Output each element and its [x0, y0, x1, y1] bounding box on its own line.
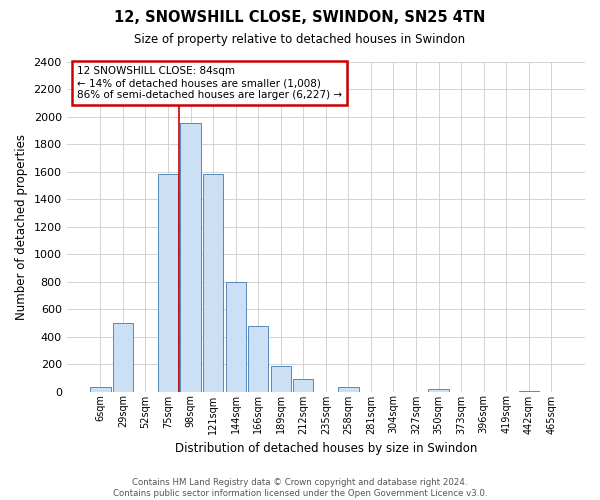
Bar	[226, 282, 246, 392]
Text: Size of property relative to detached houses in Swindon: Size of property relative to detached ho…	[134, 32, 466, 46]
X-axis label: Distribution of detached houses by size in Swindon: Distribution of detached houses by size …	[175, 442, 477, 455]
Bar	[293, 379, 313, 392]
Text: Contains HM Land Registry data © Crown copyright and database right 2024.
Contai: Contains HM Land Registry data © Crown c…	[113, 478, 487, 498]
Bar	[271, 366, 291, 392]
Bar	[518, 391, 539, 392]
Bar	[113, 323, 133, 392]
Bar	[181, 124, 201, 392]
Bar	[158, 174, 178, 392]
Bar	[203, 174, 223, 392]
Bar	[90, 386, 110, 392]
Bar	[248, 326, 268, 392]
Text: 12, SNOWSHILL CLOSE, SWINDON, SN25 4TN: 12, SNOWSHILL CLOSE, SWINDON, SN25 4TN	[115, 10, 485, 25]
Y-axis label: Number of detached properties: Number of detached properties	[15, 134, 28, 320]
Bar	[338, 388, 359, 392]
Bar	[428, 389, 449, 392]
Text: 12 SNOWSHILL CLOSE: 84sqm
← 14% of detached houses are smaller (1,008)
86% of se: 12 SNOWSHILL CLOSE: 84sqm ← 14% of detac…	[77, 66, 342, 100]
